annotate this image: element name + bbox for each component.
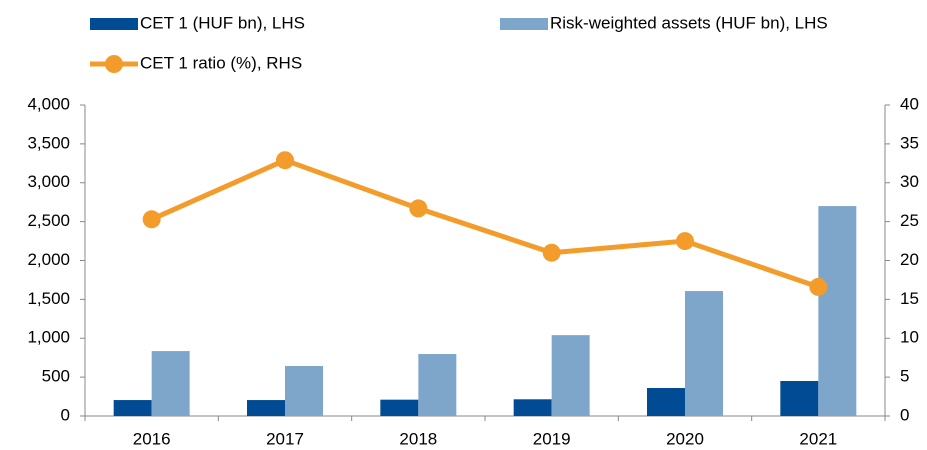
bar xyxy=(685,291,723,416)
x-tick-label: 2020 xyxy=(666,429,704,448)
bar xyxy=(551,335,590,416)
legend-swatch xyxy=(90,18,138,30)
marker xyxy=(809,277,828,296)
marker xyxy=(542,243,561,262)
y-tick-label: 1,500 xyxy=(27,289,70,308)
bar xyxy=(113,400,152,416)
legend-label: Risk-weighted assets (HUF bn), LHS xyxy=(550,13,828,32)
legend-swatch xyxy=(105,55,123,73)
legend-label: CET 1 (HUF bn), LHS xyxy=(140,13,305,32)
x-tick-label: 2018 xyxy=(399,429,437,448)
y-tick-label: 4,000 xyxy=(27,94,70,113)
bar xyxy=(780,381,819,416)
y-tick-label: 1,000 xyxy=(27,328,70,347)
y2-tick-label: 25 xyxy=(900,211,919,230)
bar xyxy=(151,351,190,416)
x-tick-label: 2021 xyxy=(799,429,837,448)
y-tick-label: 3,000 xyxy=(27,172,70,191)
bar xyxy=(380,399,419,416)
y-tick-label: 3,500 xyxy=(27,133,70,152)
y-tick-label: 500 xyxy=(42,367,70,386)
y2-tick-label: 20 xyxy=(900,250,919,269)
y2-tick-label: 40 xyxy=(900,94,919,113)
bar xyxy=(247,400,285,416)
bar xyxy=(513,399,552,416)
y-tick-label: 2,000 xyxy=(27,250,70,269)
y2-tick-label: 5 xyxy=(900,367,909,386)
line xyxy=(150,157,820,290)
y2-tick-label: 35 xyxy=(900,133,919,152)
y2-tick-label: 30 xyxy=(900,172,919,191)
x-tick-label: 2017 xyxy=(266,429,304,448)
y2-tick-label: 10 xyxy=(900,328,919,347)
y2-tick-label: 15 xyxy=(900,289,919,308)
bar xyxy=(418,354,457,416)
y2-tick-label: 0 xyxy=(900,405,909,424)
x-tick-label: 2016 xyxy=(133,429,171,448)
marker xyxy=(676,232,694,251)
x-tick-label: 2019 xyxy=(533,429,571,448)
legend-swatch xyxy=(500,18,548,30)
bar xyxy=(818,206,857,416)
marker xyxy=(276,151,294,170)
marker xyxy=(142,210,161,229)
legend-label: CET 1 ratio (%), RHS xyxy=(140,53,302,72)
y-tick-label: 2,500 xyxy=(27,211,70,230)
bar xyxy=(647,388,685,416)
marker xyxy=(409,199,428,218)
bar xyxy=(285,366,323,416)
y-tick-label: 0 xyxy=(61,405,70,424)
